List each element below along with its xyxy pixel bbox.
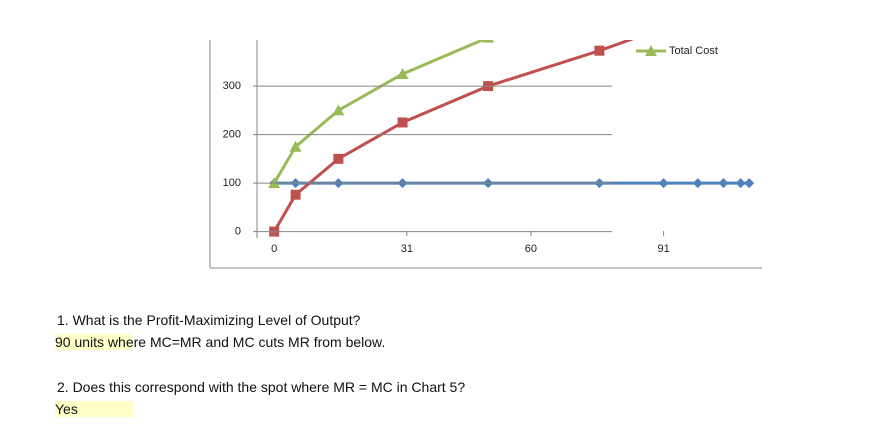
question: 2. Does this correspond with the spot wh… <box>57 379 466 395</box>
legend-label: Total Cost <box>669 45 718 57</box>
chart: 0 100 200 300 0 31 60 91 Total Cost <box>209 23 762 269</box>
y-tick-label: 300 <box>223 80 241 92</box>
series-line <box>272 40 634 233</box>
x-tick-label: 31 <box>401 243 413 255</box>
marker <box>735 178 746 189</box>
marker <box>290 189 301 200</box>
y-tick-label: 100 <box>223 177 241 189</box>
marker <box>718 178 729 189</box>
question: 1. What is the Profit-Maximizing Level o… <box>57 312 361 328</box>
x-tick-label: 91 <box>657 243 669 255</box>
marker <box>333 153 344 164</box>
answer: Yes <box>55 401 133 417</box>
marker <box>658 178 669 189</box>
marker <box>332 104 345 116</box>
x-tick-label: 0 <box>271 243 277 255</box>
x-tick-label: 60 <box>525 243 537 255</box>
legend-marker <box>645 45 657 56</box>
marker <box>396 67 409 79</box>
series-line <box>272 40 487 184</box>
marker <box>397 117 408 128</box>
marker <box>744 178 755 189</box>
y-tick-label: 200 <box>223 129 241 141</box>
marker <box>482 40 495 43</box>
y-tick-label: 0 <box>235 226 241 238</box>
answer: 90 units where MC=MR and MC cuts MR from… <box>55 334 388 350</box>
marker <box>659 23 669 33</box>
marker <box>692 178 703 189</box>
marker <box>289 140 302 152</box>
marker <box>594 45 605 56</box>
